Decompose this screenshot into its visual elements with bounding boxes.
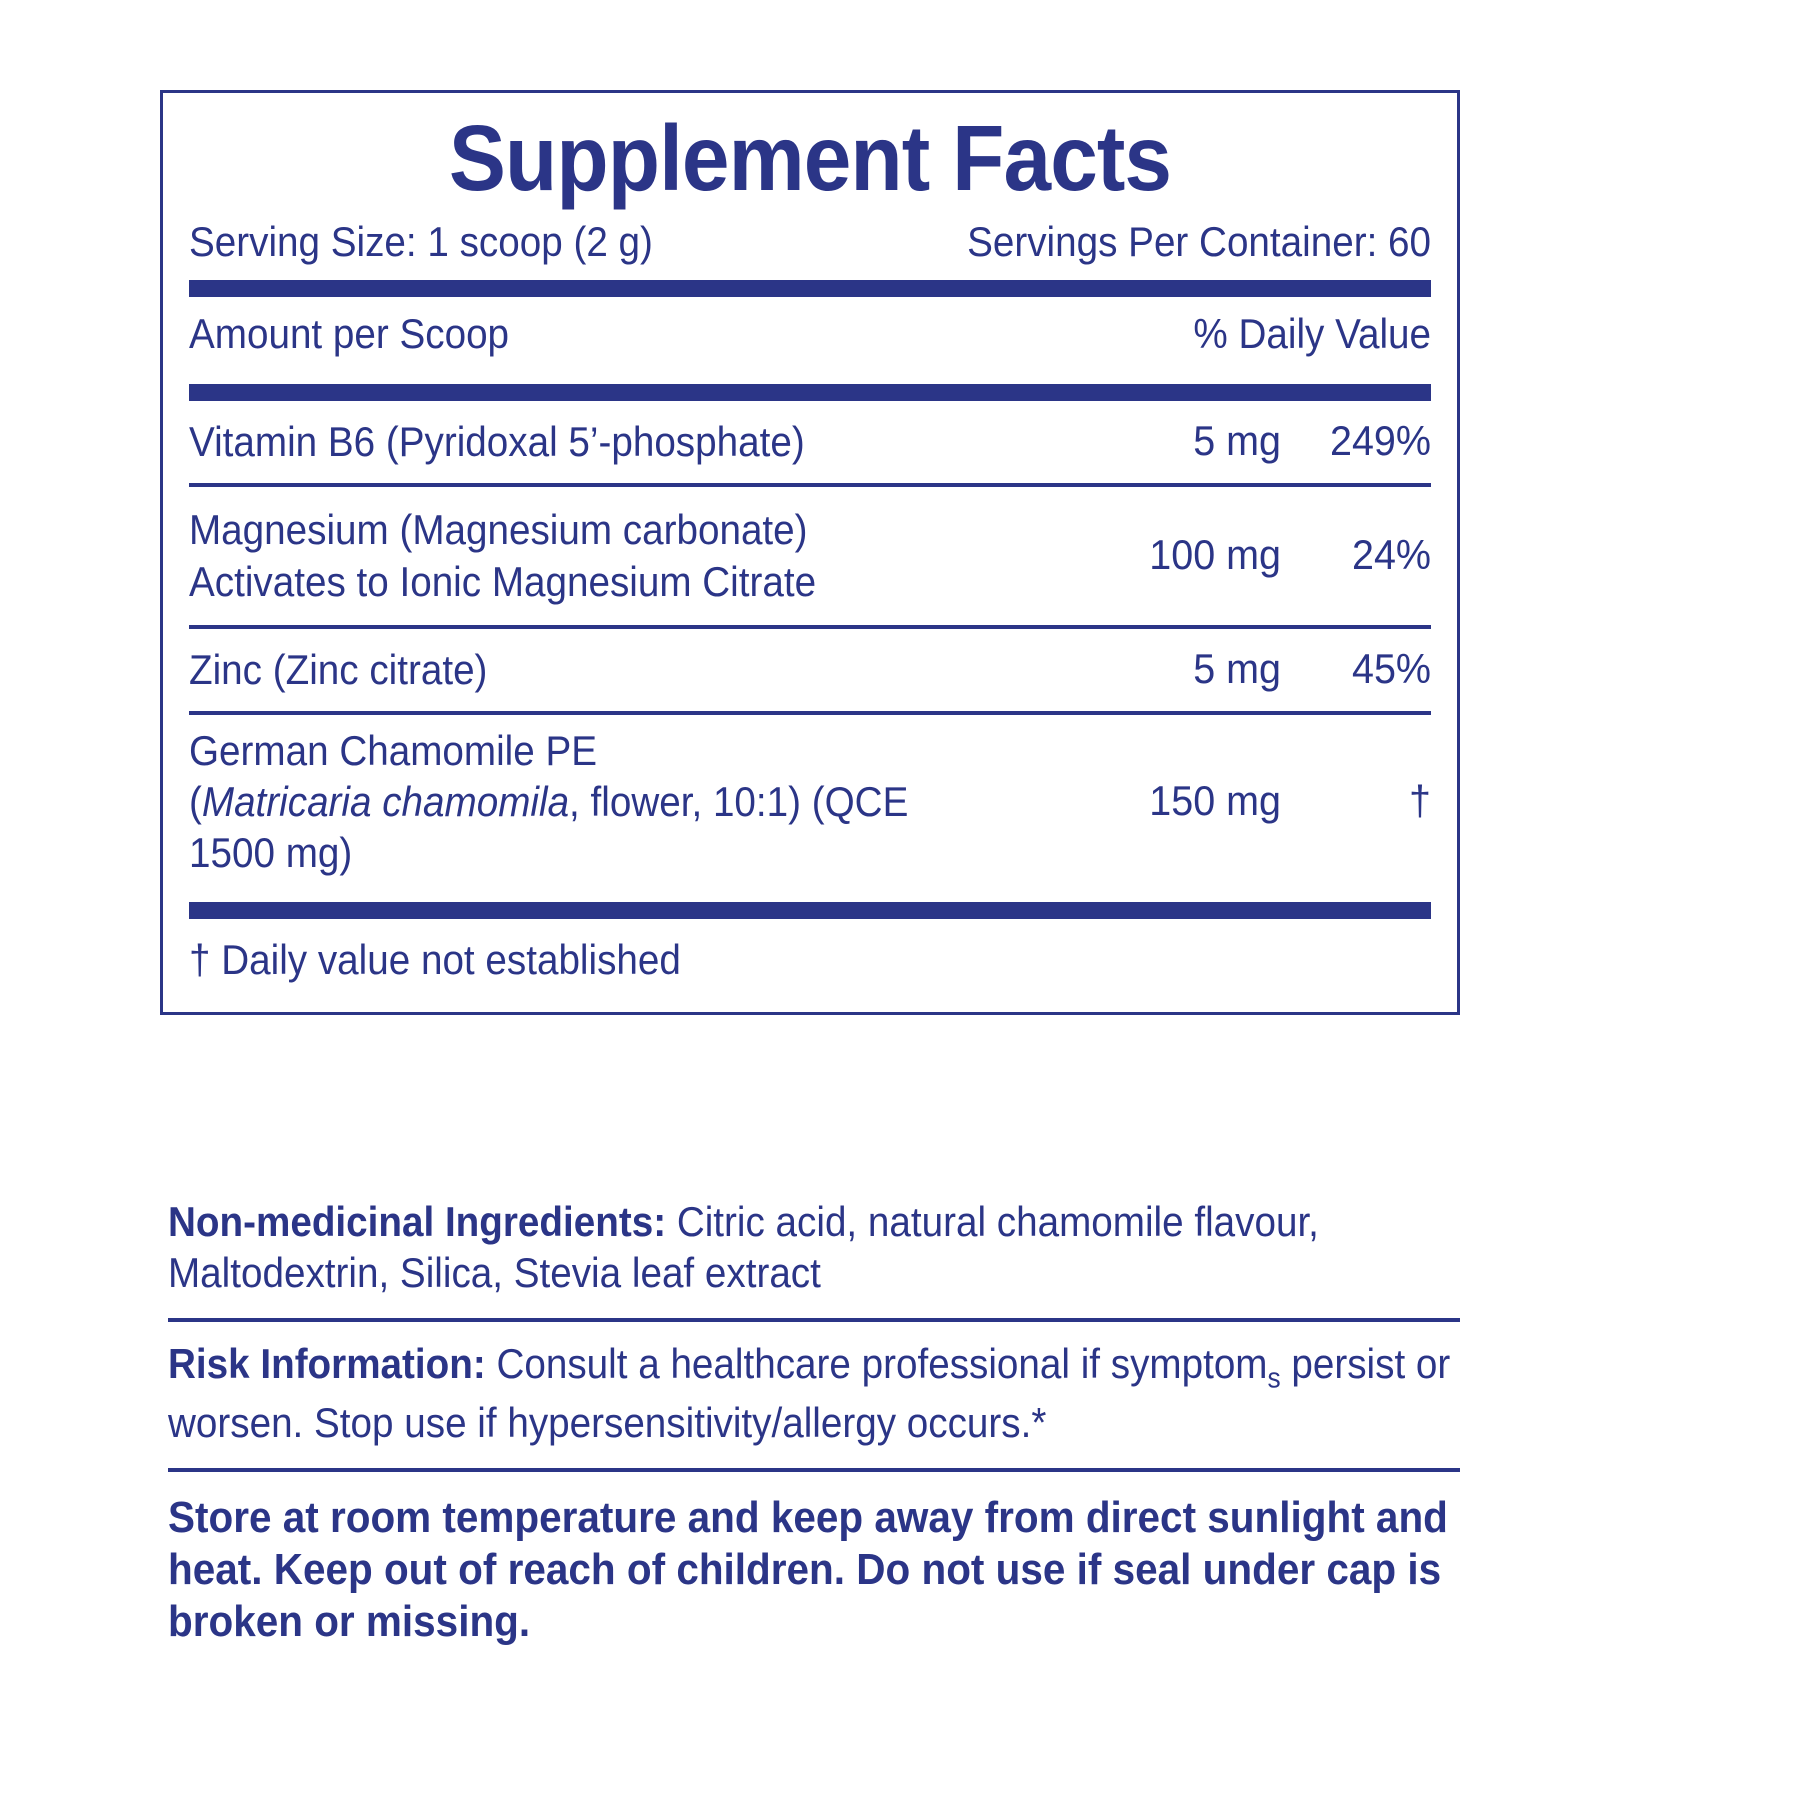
nutrient-amount: 100 mg — [1149, 531, 1281, 579]
nutrient-amount: 5 mg — [1193, 417, 1281, 465]
nutrient-amount: 5 mg — [1193, 645, 1281, 693]
supplement-facts-panel: Supplement Facts Serving Size: 1 scoop (… — [160, 90, 1460, 1015]
nutrient-name: Vitamin B6 (Pyridoxal 5’-phosphate) — [189, 417, 805, 465]
label-notes: Non-medicinal Ingredients: Citric acid, … — [168, 1196, 1460, 1648]
amount-per-scoop-header: Amount per Scoop — [189, 310, 510, 358]
nutrient-daily-value: 24% — [1351, 531, 1431, 579]
table-row: Vitamin B6 (Pyridoxal 5’-phosphate) 5 mg… — [189, 401, 1431, 483]
rule-thick-top — [189, 280, 1431, 298]
storage-instructions: Store at room temperature and keep away … — [168, 1492, 1448, 1646]
nutrient-name-line2: Activates to Ionic Magnesium Citrate — [189, 557, 817, 605]
nutrient-name: Magnesium (Magnesium carbonate) Activate… — [189, 504, 1000, 606]
serving-size-text: Serving Size: 1 scoop (2 g) — [189, 217, 653, 265]
serving-info-row: Serving Size: 1 scoop (2 g) Servings Per… — [189, 218, 1431, 266]
row-divider — [189, 624, 1431, 629]
nutrient-name-line1: Magnesium (Magnesium carbonate) — [189, 506, 808, 554]
risk-information-text-subscript: s — [1267, 1362, 1281, 1395]
section-divider-2 — [168, 1467, 1460, 1472]
non-medicinal-ingredients: Non-medicinal Ingredients: Citric acid, … — [168, 1196, 1460, 1312]
risk-information-text-part2: persist or worsen. Stop use if hypersens… — [168, 1340, 1451, 1446]
nutrient-daily-value: † — [1409, 777, 1431, 825]
nutrient-daily-value: 45% — [1351, 645, 1431, 693]
nutrient-name-line1: German Chamomile PE — [189, 726, 598, 774]
page-title: Supplement Facts — [448, 106, 1172, 210]
nutrient-name: Zinc (Zinc citrate) — [189, 645, 488, 693]
latin-binomial: Matricaria chamomila — [201, 777, 570, 825]
table-row: German Chamomile PE (Matricaria chamomil… — [189, 715, 1431, 889]
table-header-row: Amount per Scoop % Daily Value — [189, 297, 1431, 369]
table-row: Zinc (Zinc citrate) 5 mg 45% — [189, 629, 1431, 711]
table-row: Magnesium (Magnesium carbonate) Activate… — [189, 487, 1431, 625]
nutrient-name: German Chamomile PE (Matricaria chamomil… — [189, 725, 1000, 879]
daily-value-header: % Daily Value — [1193, 310, 1432, 358]
daily-value-footnote: † Daily value not established — [189, 936, 681, 984]
non-medicinal-label: Non-medicinal Ingredients: — [168, 1198, 667, 1245]
non-medicinal-text: Citric acid, natural chamomile flavour, … — [168, 1198, 1319, 1297]
row-divider — [189, 710, 1431, 715]
risk-information-label: Risk Information: — [168, 1340, 486, 1388]
rule-thick-under-header — [189, 383, 1431, 401]
servings-per-container-text: Servings Per Container: 60 — [967, 217, 1432, 265]
row-divider — [189, 482, 1431, 487]
extract-detail-text: , flower, 10:1) (QCE 1500 mg) — [189, 777, 909, 877]
section-divider-1 — [168, 1318, 1460, 1323]
latin-name-open-paren: ( — [189, 777, 202, 825]
rule-thick-bottom — [189, 902, 1431, 920]
risk-information-text-part1: Consult a healthcare professional if sym… — [485, 1340, 1268, 1388]
nutrient-daily-value: 249% — [1330, 417, 1431, 465]
risk-information: Risk Information: Consult a healthcare p… — [168, 1338, 1460, 1461]
nutrient-name-line2: (Matricaria chamomila, flower, 10:1) (QC… — [189, 776, 1000, 878]
nutrient-amount: 150 mg — [1149, 777, 1281, 825]
